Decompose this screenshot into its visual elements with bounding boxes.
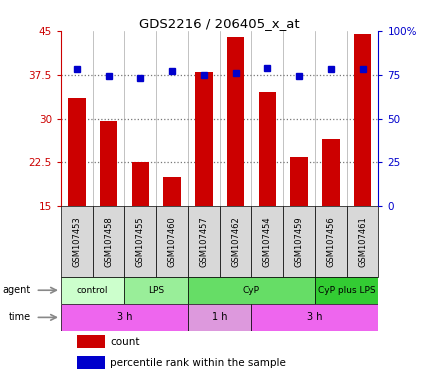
Bar: [124, 206, 156, 276]
Bar: [187, 206, 219, 276]
Title: GDS2216 / 206405_x_at: GDS2216 / 206405_x_at: [139, 17, 299, 30]
Bar: [251, 304, 378, 331]
Bar: [131, 162, 149, 206]
Text: 3 h: 3 h: [116, 312, 132, 323]
Text: GSM107456: GSM107456: [326, 216, 335, 267]
Bar: [346, 206, 378, 276]
Text: control: control: [77, 286, 108, 295]
Bar: [321, 139, 339, 206]
Text: GSM107459: GSM107459: [294, 216, 303, 267]
Bar: [219, 206, 251, 276]
Text: GSM107460: GSM107460: [167, 216, 176, 267]
Bar: [77, 335, 105, 348]
Bar: [187, 304, 251, 331]
Text: count: count: [110, 337, 139, 347]
Text: percentile rank within the sample: percentile rank within the sample: [110, 358, 285, 367]
Bar: [68, 98, 85, 206]
Bar: [163, 177, 181, 206]
Text: time: time: [9, 312, 31, 323]
Text: GSM107453: GSM107453: [72, 216, 81, 267]
Text: GSM107458: GSM107458: [104, 216, 113, 267]
Bar: [194, 72, 212, 206]
Text: GSM107454: GSM107454: [262, 216, 271, 267]
Text: LPS: LPS: [148, 286, 164, 295]
Text: CyP: CyP: [242, 286, 260, 295]
Text: agent: agent: [3, 285, 31, 295]
Bar: [77, 356, 105, 369]
Text: 1 h: 1 h: [211, 312, 227, 323]
Text: GSM107455: GSM107455: [135, 216, 145, 267]
Bar: [258, 92, 276, 206]
Bar: [283, 206, 314, 276]
Bar: [226, 36, 244, 206]
Bar: [251, 206, 283, 276]
Bar: [187, 276, 314, 304]
Bar: [314, 276, 378, 304]
Bar: [156, 206, 187, 276]
Bar: [314, 206, 346, 276]
Bar: [353, 34, 371, 206]
Bar: [61, 276, 124, 304]
Bar: [99, 121, 117, 206]
Bar: [289, 157, 307, 206]
Text: CyP plus LPS: CyP plus LPS: [317, 286, 375, 295]
Text: GSM107457: GSM107457: [199, 216, 208, 267]
Bar: [61, 206, 92, 276]
Text: GSM107461: GSM107461: [357, 216, 366, 267]
Bar: [61, 304, 187, 331]
Text: GSM107462: GSM107462: [230, 216, 240, 267]
Text: 3 h: 3 h: [306, 312, 322, 323]
Bar: [124, 276, 187, 304]
Bar: [92, 206, 124, 276]
